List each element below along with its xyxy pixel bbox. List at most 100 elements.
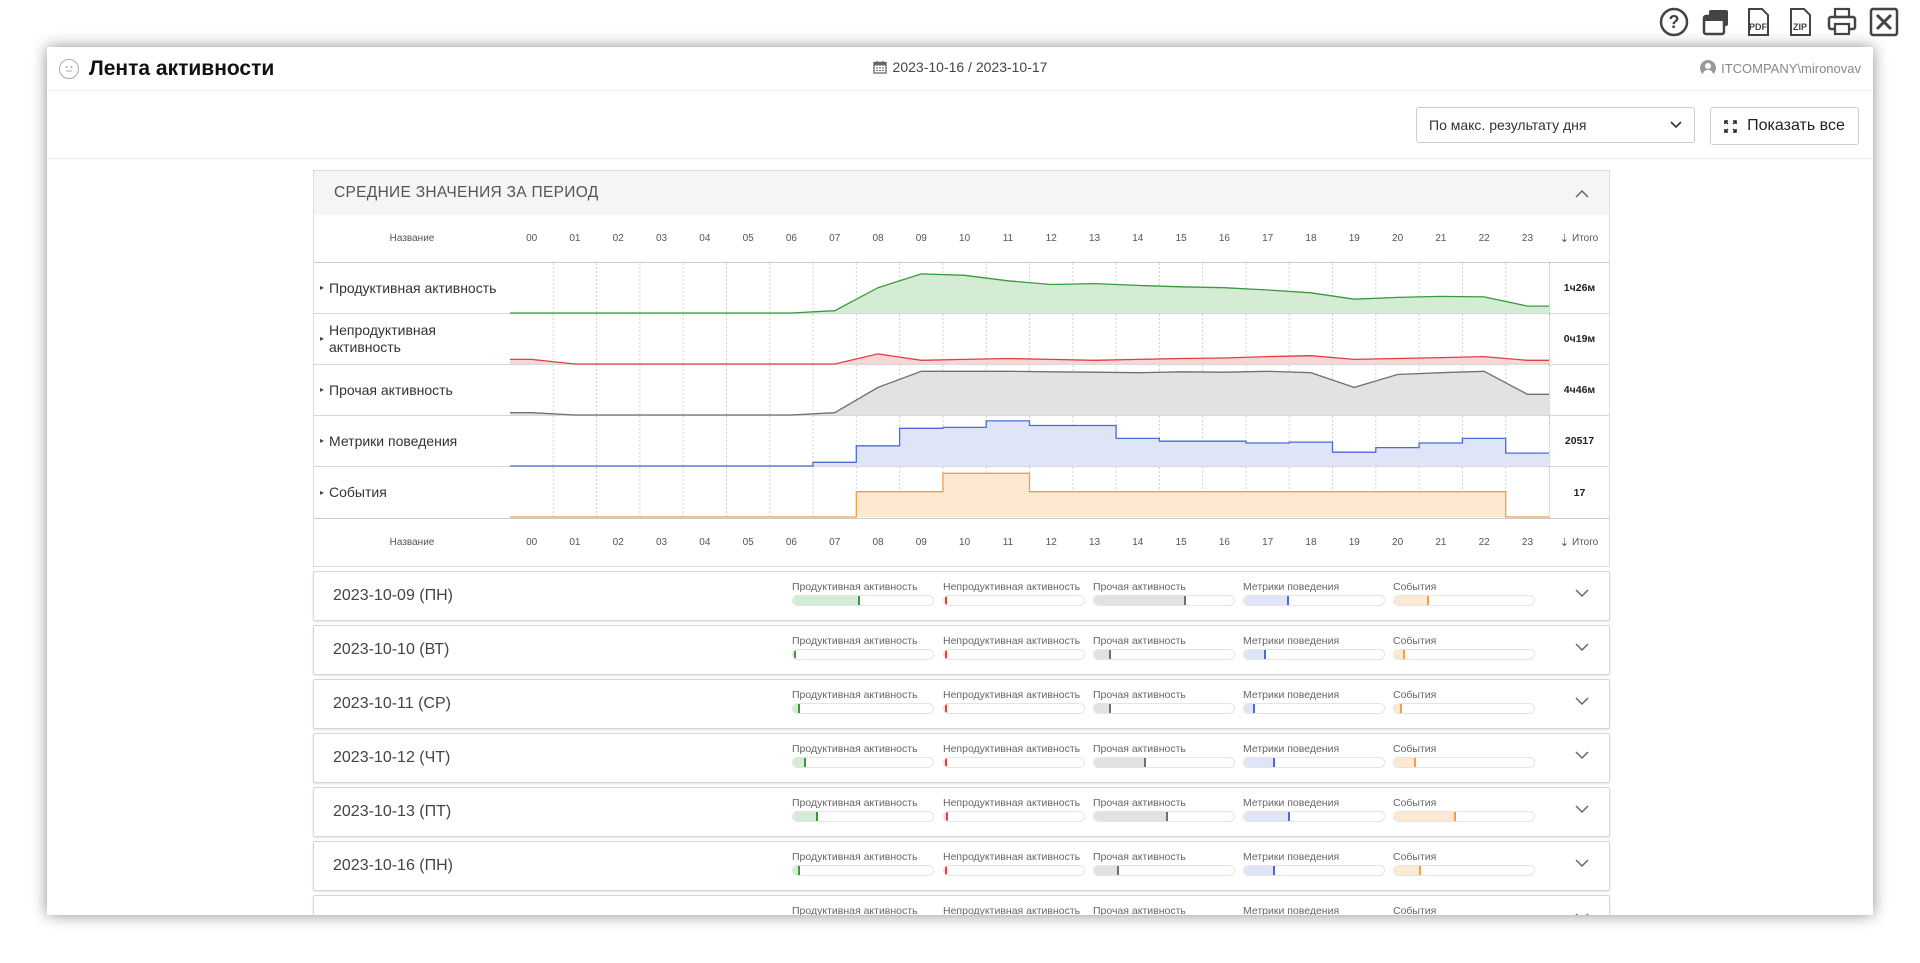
day-label: 2023-10-13 (ПТ): [333, 803, 452, 820]
mini-metric-fill: [1394, 596, 1429, 605]
mini-metric-bar: [792, 703, 934, 714]
metric-row: ▸ События 17: [314, 467, 1609, 518]
mini-metric-label: Продуктивная активность: [792, 581, 918, 593]
mini-metric: События: [1393, 689, 1535, 714]
mini-metric-bar: [1243, 649, 1385, 660]
series-area: [510, 420, 1549, 466]
mini-metric-bar: [792, 757, 934, 768]
mini-metric-bar: [1093, 757, 1235, 768]
series-area: [510, 273, 1549, 313]
page-title: Лента активности: [89, 56, 275, 80]
mini-metric-bar: [1393, 865, 1535, 876]
mini-metric-label: Прочая активность: [1093, 581, 1186, 593]
mini-metric-bar: [1093, 811, 1235, 822]
metric-name[interactable]: ▸ Продуктивная активность: [314, 263, 510, 313]
day-row[interactable]: 2023-10-12 (ЧТ) Продуктивная активность Не…: [313, 733, 1610, 783]
mini-metric-fill: [944, 812, 949, 821]
total-column-header[interactable]: ⇣ Итого: [1549, 232, 1609, 245]
total-column-footer[interactable]: ⇣ Итого: [1549, 536, 1609, 549]
mini-metric-fill: [793, 704, 800, 713]
metric-name[interactable]: ▸ Метрики поведения: [314, 416, 510, 466]
day-row[interactable]: 2023-10-16 (ПН) Продуктивная активность Не…: [313, 841, 1610, 891]
mini-metric: Продуктивная активность: [792, 689, 934, 714]
hour-label: 19: [1348, 537, 1360, 548]
mini-metric-label: Прочая активность: [1093, 797, 1186, 809]
mini-metric: Продуктивная активность: [792, 743, 934, 768]
mini-metric: Продуктивная активность: [792, 797, 934, 822]
chevron-down-icon[interactable]: [1575, 805, 1589, 814]
mini-metric: Метрики поведения: [1243, 905, 1385, 915]
hour-label: 04: [699, 233, 711, 244]
activity-window: Лента активности 2023-10-16 / 2023-10-17…: [47, 47, 1873, 915]
name-column-header: Название: [389, 233, 435, 244]
show-all-button[interactable]: Показать все: [1710, 107, 1859, 145]
day-label: 2023-10-16 (ПН): [333, 857, 453, 874]
day-row[interactable]: 2023-10-09 (ПН) Продуктивная активность Не…: [313, 571, 1610, 621]
mini-metric: Метрики поведения: [1243, 851, 1385, 876]
hour-label: 07: [829, 537, 841, 548]
mini-metric-label: Продуктивная активность: [792, 851, 918, 863]
hour-label: 18: [1305, 537, 1317, 548]
mini-metric: События: [1393, 797, 1535, 822]
hour-label: 10: [959, 537, 971, 548]
chevron-down-icon[interactable]: [1575, 589, 1589, 598]
mini-metric-fill: [1394, 866, 1421, 875]
chevron-down-icon[interactable]: [1575, 913, 1589, 915]
chevron-down-icon[interactable]: [1575, 751, 1589, 760]
name-column-footer: Название: [389, 537, 435, 548]
help-icon[interactable]: ?: [1656, 4, 1692, 40]
mini-metric-bar: [943, 703, 1085, 714]
mini-metric: Непродуктивная активность: [943, 743, 1085, 768]
hour-label: 03: [655, 537, 668, 548]
print-icon[interactable]: [1824, 4, 1860, 40]
hour-label: 06: [785, 537, 797, 548]
zip-icon[interactable]: ZIP: [1782, 4, 1818, 40]
summary-title: СРЕДНИЕ ЗНАЧЕНИЯ ЗА ПЕРИОД: [334, 184, 599, 201]
mini-metric-label: События: [1393, 797, 1437, 809]
hour-label: 00: [526, 537, 538, 548]
series-line: [510, 420, 1549, 467]
hour-label: 21: [1435, 537, 1447, 548]
metric-name[interactable]: ▸ Прочая активность: [314, 365, 510, 415]
metric-chart: [510, 416, 1549, 467]
metric-name[interactable]: ▸ Непродуктивная активность: [314, 314, 510, 364]
mini-metric: Метрики поведения: [1243, 689, 1385, 714]
mini-metric-bar: [1243, 703, 1385, 714]
chevron-down-icon[interactable]: [1575, 643, 1589, 652]
series-area: [510, 473, 1549, 517]
sort-select[interactable]: По макс. результату дня: [1416, 107, 1695, 143]
window-icon[interactable]: [1698, 4, 1734, 40]
chevron-down-icon[interactable]: [1575, 697, 1589, 706]
pdf-icon[interactable]: PDF: [1740, 4, 1776, 40]
close-icon[interactable]: [1866, 4, 1902, 40]
metric-name[interactable]: ▸ События: [314, 467, 510, 518]
mini-metric: События: [1393, 743, 1535, 768]
chevron-down-icon[interactable]: [1575, 859, 1589, 868]
day-row[interactable]: 2023-10-13 (ПТ) Продуктивная активность Не…: [313, 787, 1610, 837]
mini-metric: Непродуктивная активность: [943, 797, 1085, 822]
mini-metric-label: Непродуктивная активность: [943, 635, 1081, 647]
hour-label: 21: [1435, 233, 1447, 244]
hour-label: 11: [1002, 233, 1014, 244]
hour-label: 22: [1478, 537, 1490, 548]
mini-metric-label: Непродуктивная активность: [943, 851, 1081, 863]
mini-metric-bar: [1093, 649, 1235, 660]
mini-metric-label: Продуктивная активность: [792, 689, 918, 701]
day-row[interactable]: 2023-10-11 (СР) Продуктивная активность Не…: [313, 679, 1610, 729]
mini-metric-bar: [1393, 595, 1535, 606]
mini-metric-fill: [944, 758, 947, 767]
metric-total: 1ч26м: [1549, 263, 1609, 313]
day-row[interactable]: 2023-10-10 (ВТ) Продуктивная активность Не…: [313, 625, 1610, 675]
metric-total: 17: [1549, 467, 1609, 518]
mini-metric-fill: [793, 866, 800, 875]
metric-label: Прочая активность: [329, 381, 453, 398]
mini-metric: Непродуктивная активность: [943, 851, 1085, 876]
mini-metric: Продуктивная активность: [792, 905, 934, 915]
series-line: [510, 353, 1549, 365]
mini-metric-label: Непродуктивная активность: [943, 797, 1081, 809]
summary-header[interactable]: СРЕДНИЕ ЗНАЧЕНИЯ ЗА ПЕРИОД: [314, 171, 1609, 215]
pdf-label: PDF: [1749, 22, 1768, 32]
chevron-up-icon[interactable]: [1575, 189, 1589, 198]
day-row[interactable]: Продуктивная активность Непродуктивная ак…: [313, 895, 1610, 915]
hour-label: 09: [915, 537, 927, 548]
